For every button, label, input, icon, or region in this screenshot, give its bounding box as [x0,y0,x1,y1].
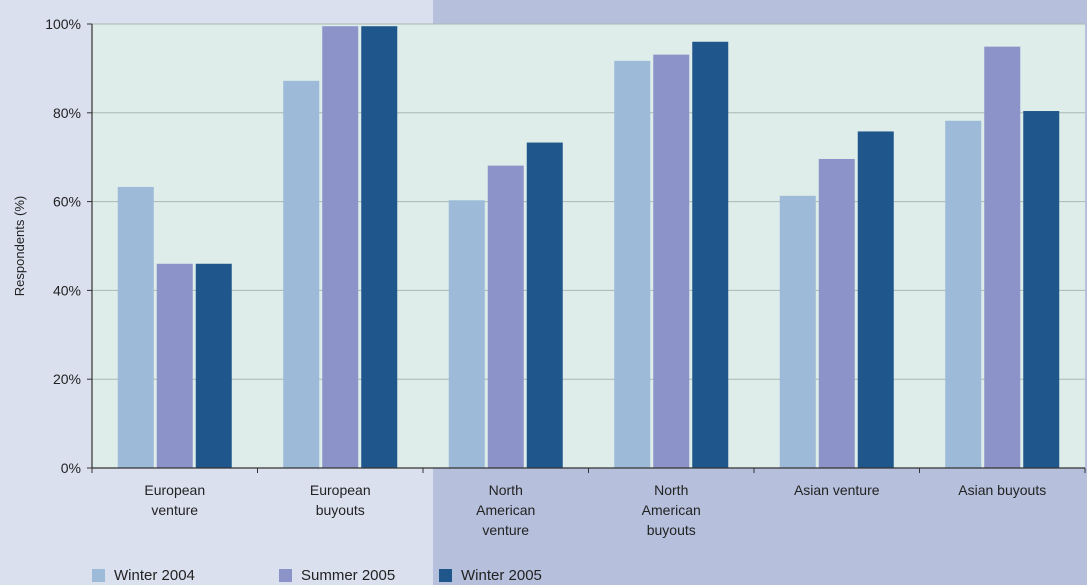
bar [322,26,359,468]
bar [984,46,1021,468]
x-tick-label: North American venture [476,482,535,538]
y-tick-label: 40% [53,282,81,298]
bar [448,200,485,468]
y-axis-title: Respondents (%) [12,196,27,296]
x-tick-label: Asian buyouts [958,482,1046,498]
legend-swatch [92,569,105,582]
x-tick-label: European buyouts [310,482,371,518]
legend-label: Winter 2005 [461,567,542,584]
legend-item-winter-2005: Winter 2005 [439,566,542,585]
bar [818,158,855,468]
bar [156,263,193,468]
bar [857,131,894,468]
y-tick-label: 100% [45,16,81,32]
legend-item-winter-2004: Winter 2004 [92,566,195,585]
bar [1023,111,1060,469]
chart-legend: Winter 2004 Summer 2005 Winter 2005 [0,566,1087,585]
bar [526,142,563,468]
legend-label: Winter 2004 [114,567,195,584]
bar [361,26,398,468]
bar [487,165,524,469]
x-tick-label: North American buyouts [642,482,701,538]
legend-label: Summer 2005 [301,567,396,584]
y-tick-label: 60% [53,194,81,210]
y-tick-label: 20% [53,371,81,387]
bar-chart: 0% 20% 40% 60% 80% 100% European venture Europea… [12,16,1086,538]
x-tick-label: Asian venture [794,482,880,498]
bar [614,60,651,469]
legend-swatch [279,569,292,582]
y-tick-label: 80% [53,105,81,121]
legend-swatch [439,569,452,582]
bar [117,186,154,468]
bar [779,195,816,468]
legend-item-summer-2005: Summer 2005 [279,566,395,585]
x-tick-label: European venture [144,482,205,518]
bar [195,263,232,468]
plot-area [92,24,1085,468]
bar [945,120,982,469]
y-tick-label: 0% [61,460,81,476]
bar [692,41,729,468]
bar [283,80,320,468]
bar [653,54,690,469]
